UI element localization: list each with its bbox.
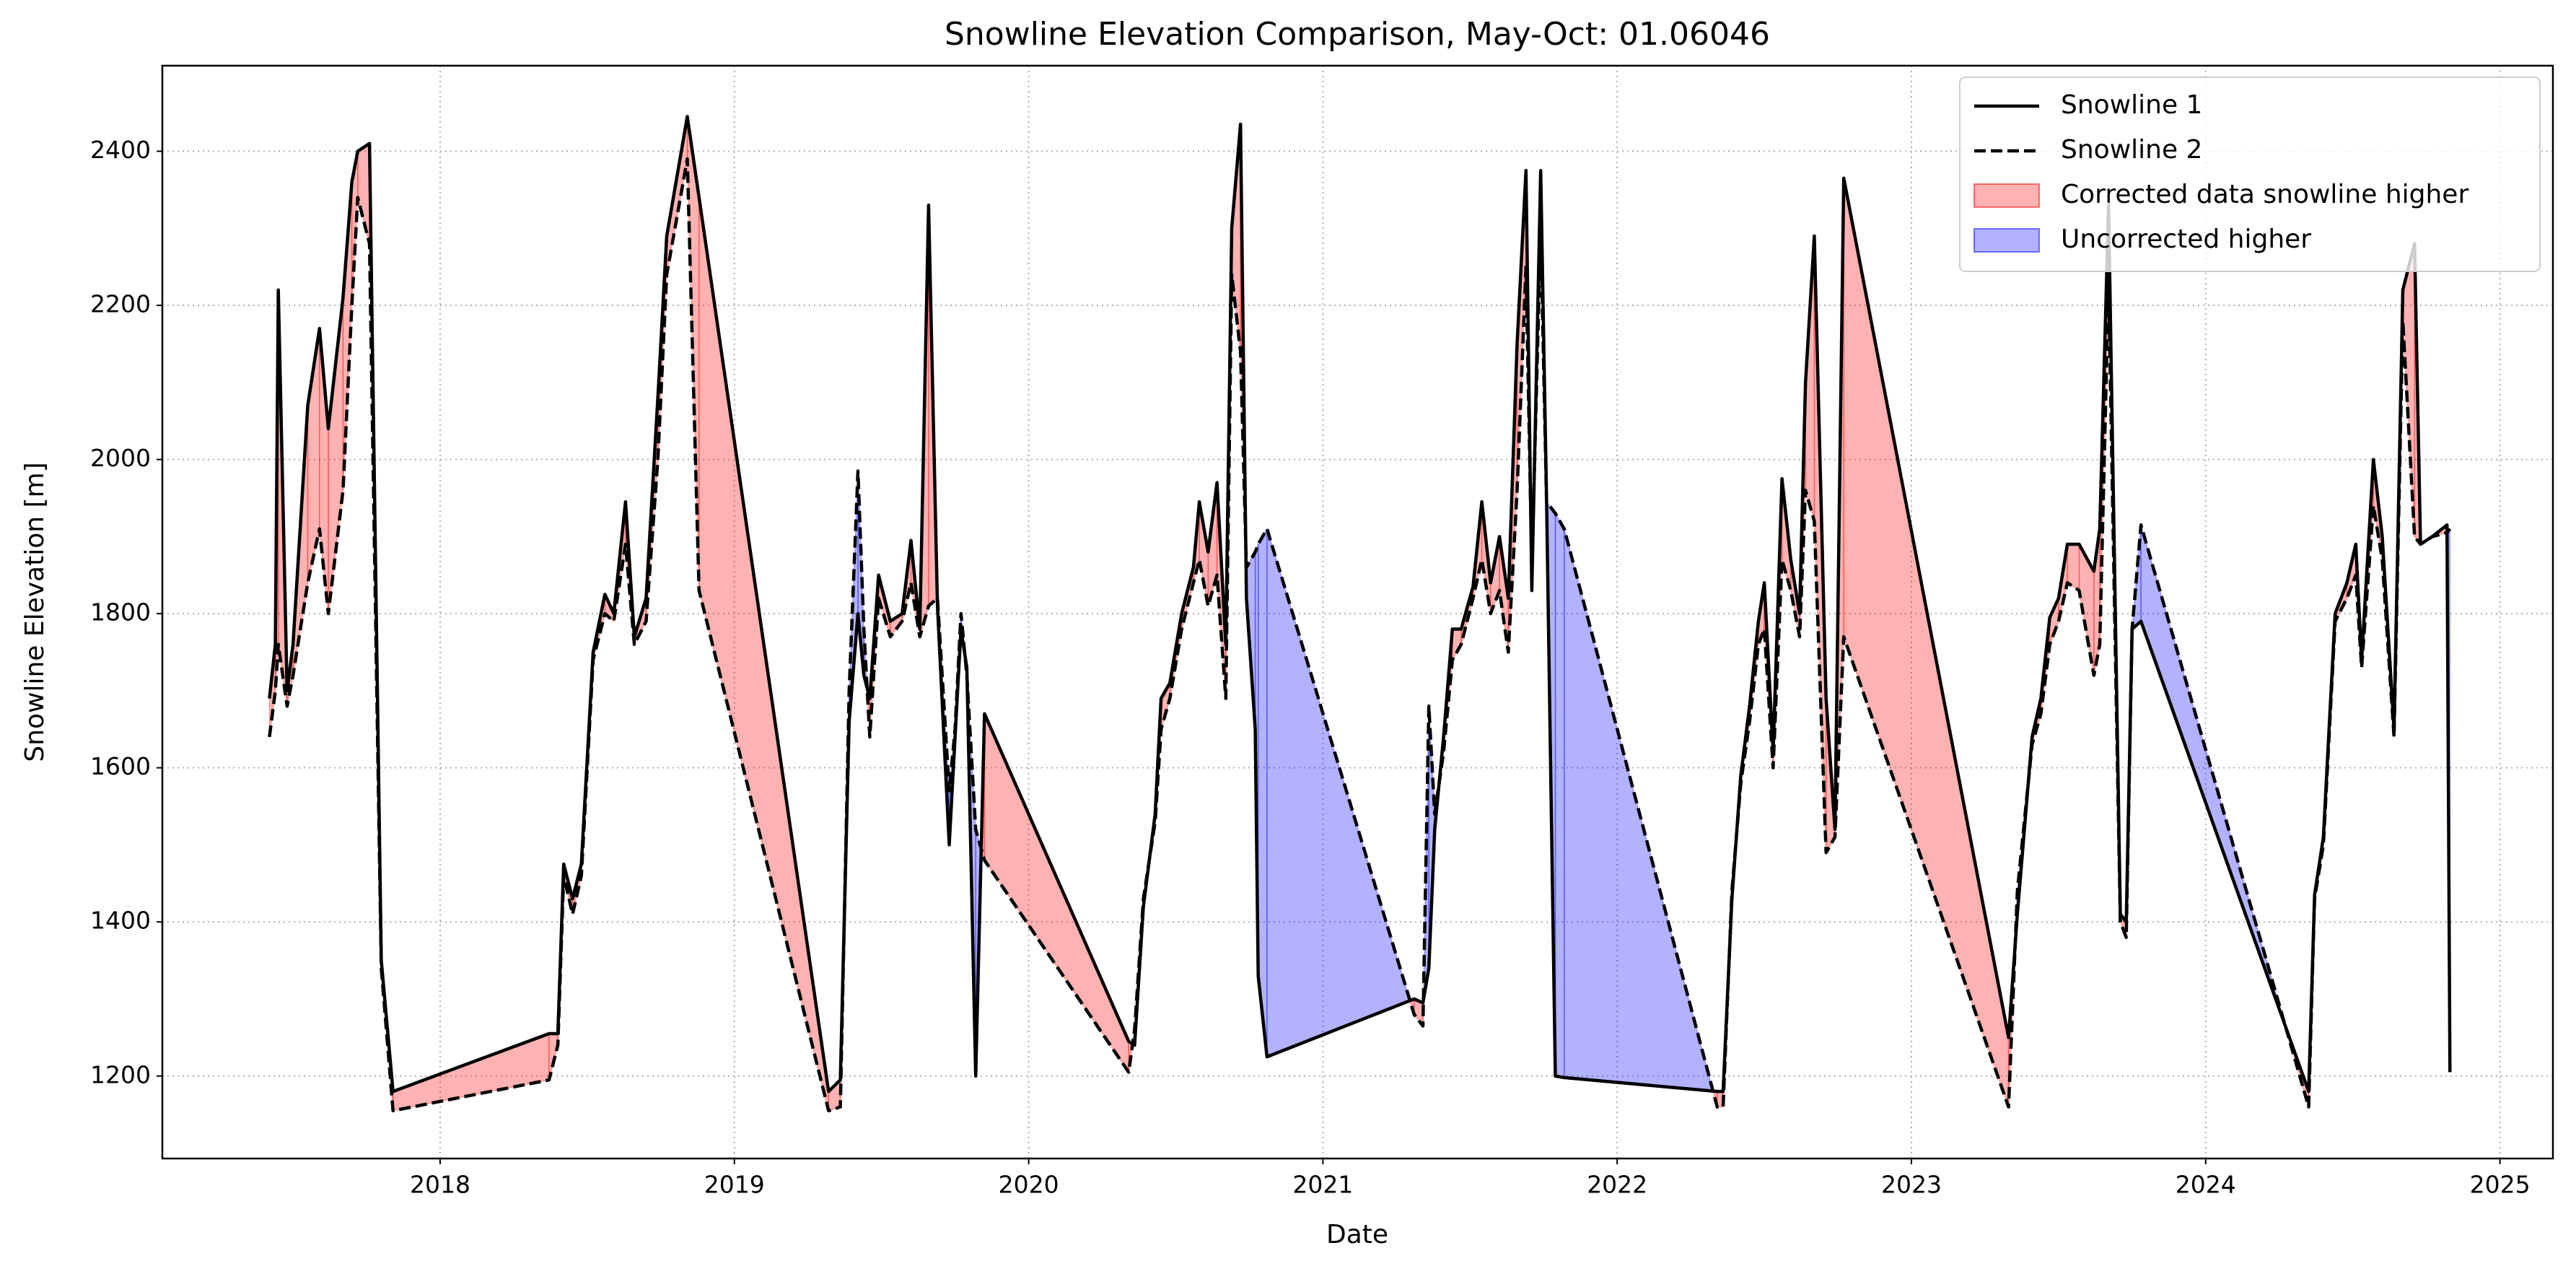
plot-frame [161, 64, 2554, 1160]
x-axis-label: Date [1326, 1220, 1388, 1249]
legend-swatch [1973, 183, 2040, 208]
y-tick-label: 1600 [90, 752, 151, 780]
legend-label: Snowline 2 [2061, 135, 2202, 165]
y-tick-label: 1800 [90, 598, 151, 627]
y-tick-label: 2400 [90, 136, 151, 164]
y-tick-label: 1400 [90, 907, 151, 935]
legend-swatch [1973, 228, 2040, 253]
legend-label: Snowline 1 [2061, 90, 2202, 120]
fill-area [1554, 511, 1565, 1078]
y-tick-label: 2200 [90, 290, 151, 318]
chart-title: Snowline Elevation Comparison, May-Oct: … [945, 16, 1770, 53]
legend-label: Corrected data snowline higher [2061, 180, 2468, 209]
y-axis-label: Snowline Elevation [m] [20, 462, 50, 762]
y-tick-label: 2000 [90, 444, 151, 472]
line-series [268, 115, 2452, 1094]
x-tick-label: 2023 [1881, 1171, 1942, 1199]
legend-label: Uncorrected higher [2061, 224, 2311, 254]
x-tick-label: 2024 [2176, 1171, 2236, 1199]
line-series [268, 157, 2452, 1113]
y-tick-label: 1200 [90, 1060, 151, 1088]
x-tick-label: 2019 [704, 1171, 765, 1199]
x-tick-label: 2021 [1292, 1171, 1353, 1199]
x-tick-label: 2018 [410, 1171, 470, 1199]
legend-box [1959, 77, 2541, 272]
x-tick-label: 2020 [999, 1171, 1059, 1199]
x-tick-label: 2025 [2470, 1171, 2531, 1199]
x-tick-label: 2022 [1587, 1171, 1647, 1199]
